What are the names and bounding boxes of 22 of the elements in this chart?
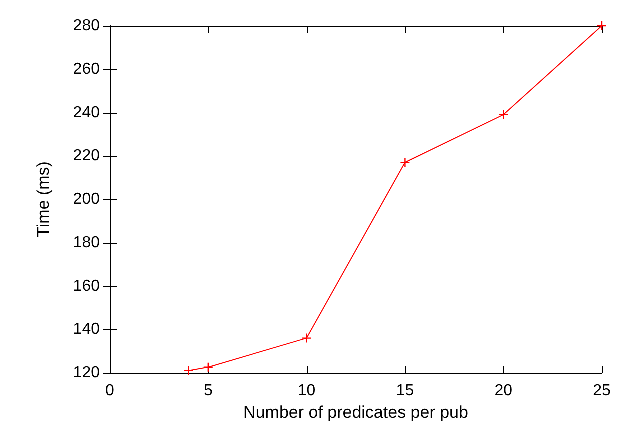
- y-tick-label: 280: [73, 18, 100, 34]
- y-tick-label: 220: [73, 148, 100, 165]
- point: [302, 333, 312, 344]
- x-tick-label: 15: [396, 382, 414, 400]
- y-axis-title: Time (ms): [34, 162, 53, 238]
- x-tick-label: 25: [593, 382, 611, 400]
- y-tick-label: 240: [73, 104, 100, 122]
- x-axis-title: Number of predicates per pub: [244, 402, 468, 422]
- point: [184, 366, 194, 376]
- point: [498, 110, 509, 120]
- y-tick-label: 120: [73, 364, 100, 382]
- y-tick-label: 200: [73, 191, 100, 208]
- point: [400, 158, 410, 168]
- x-tick-label: 10: [298, 382, 316, 400]
- point: [203, 362, 214, 372]
- x-tick-label: 20: [494, 382, 513, 400]
- y-tick-label: 260: [73, 60, 100, 78]
- x-tick-label: 5: [204, 382, 213, 400]
- y-tick-label: 180: [73, 234, 100, 252]
- x-tick-label: 0: [106, 382, 115, 400]
- y-tick-label: 160: [73, 278, 100, 295]
- y-tick-label: 140: [73, 321, 100, 338]
